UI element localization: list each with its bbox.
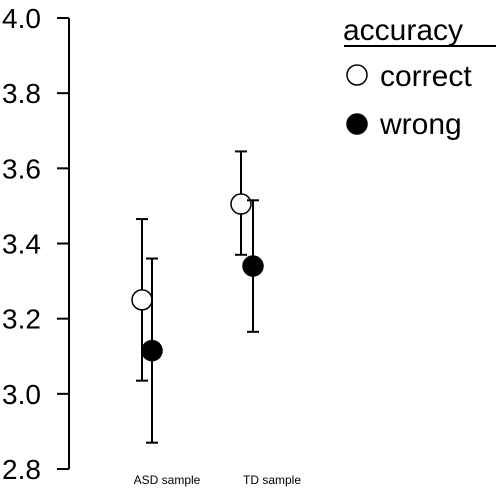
y-ticks: 2.8 3.0 3.2 3.4 3.6 3.8 4.0	[2, 3, 69, 485]
x-tick-label-td: TD sample	[243, 473, 301, 487]
data-points	[131, 150, 264, 444]
legend-marker-wrong	[346, 113, 368, 135]
y-tick-label: 3.0	[2, 379, 41, 410]
marker-wrong	[141, 339, 163, 362]
legend-marker-correct	[346, 64, 368, 86]
y-tick-label: 2.8	[2, 454, 41, 485]
y-tick-label: 3.2	[2, 304, 41, 335]
y-tick-label: 3.8	[2, 78, 41, 109]
x-tick-label-asd: ASD sample	[134, 473, 201, 487]
marker-wrong	[242, 255, 264, 277]
y-tick-label: 3.6	[2, 153, 41, 184]
legend-label-wrong: wrong	[379, 108, 462, 141]
legend-title: accuracy	[343, 14, 463, 47]
legend-label-correct: correct	[380, 60, 472, 93]
legend: accuracy correct wrong	[343, 14, 496, 141]
point-correct-td	[230, 150, 252, 256]
marker-correct	[230, 193, 252, 215]
y-tick-label: 4.0	[2, 3, 41, 34]
point-wrong-asd	[141, 257, 163, 444]
y-tick-label: 3.4	[2, 229, 41, 260]
point-wrong-td	[242, 199, 264, 333]
marker-correct	[131, 289, 153, 311]
